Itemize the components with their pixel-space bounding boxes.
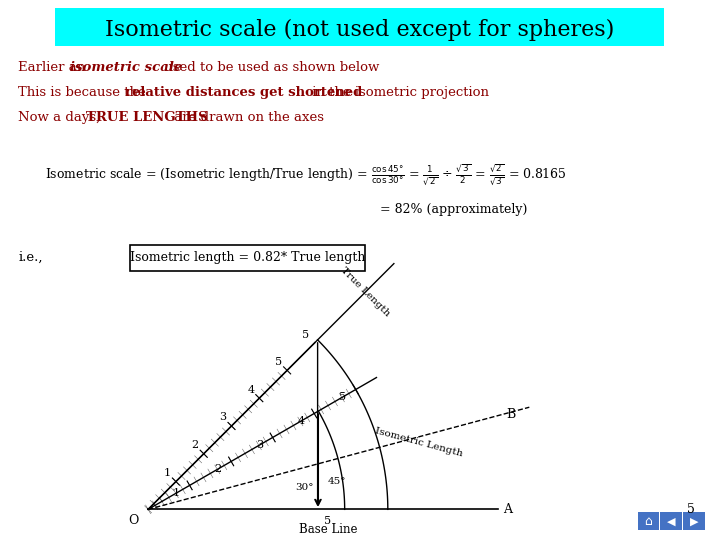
Text: in the isometric projection: in the isometric projection [308, 86, 489, 99]
Text: 4: 4 [297, 416, 305, 426]
Text: ▶: ▶ [690, 516, 698, 526]
Text: 2: 2 [215, 464, 222, 474]
Text: Isometric length = 0.82* True length: Isometric length = 0.82* True length [130, 251, 365, 264]
Text: A: A [503, 503, 512, 516]
Text: = 82% (approximately): = 82% (approximately) [380, 203, 527, 216]
Text: 5: 5 [302, 330, 309, 340]
Text: 2: 2 [192, 440, 199, 450]
Text: This is because the: This is because the [18, 86, 150, 99]
Text: 5: 5 [687, 503, 694, 516]
Text: 30°: 30° [295, 483, 313, 492]
Text: are drawn on the axes: are drawn on the axes [170, 111, 324, 124]
Text: i.e.,: i.e., [18, 251, 42, 264]
Text: 1: 1 [173, 488, 180, 498]
Text: Base Line: Base Line [299, 523, 357, 536]
Text: ◀: ◀ [667, 516, 675, 526]
FancyBboxPatch shape [637, 512, 660, 530]
Text: 5: 5 [339, 392, 346, 402]
FancyBboxPatch shape [660, 512, 683, 530]
FancyBboxPatch shape [130, 245, 365, 271]
Text: Isometric Length: Isometric Length [374, 427, 464, 459]
Text: ⌂: ⌂ [644, 515, 652, 528]
Text: Earlier an: Earlier an [18, 62, 90, 75]
FancyBboxPatch shape [683, 512, 706, 530]
Text: B: B [506, 408, 516, 421]
Text: Isometric scale = (Isometric length/True length) = $\frac{\cos 45°}{\cos 30°}$ =: Isometric scale = (Isometric length/True… [45, 163, 567, 187]
Text: 5: 5 [275, 357, 282, 367]
Text: TRUE LENGTHS: TRUE LENGTHS [86, 111, 208, 124]
Text: isometric scale: isometric scale [71, 62, 182, 75]
Text: 45°: 45° [328, 477, 346, 486]
Text: O: O [127, 515, 138, 528]
Text: 4: 4 [247, 384, 254, 395]
Text: relative distances get shortened: relative distances get shortened [125, 86, 362, 99]
Text: 3: 3 [256, 440, 264, 450]
Text: used to be used as shown below: used to be used as shown below [160, 62, 379, 75]
Text: Isometric scale (not used except for spheres): Isometric scale (not used except for sph… [105, 19, 615, 41]
FancyBboxPatch shape [55, 8, 665, 46]
Text: Now a days,: Now a days, [18, 111, 105, 124]
Text: True Length: True Length [339, 266, 392, 319]
Text: 1: 1 [164, 468, 171, 478]
Text: 5: 5 [324, 516, 331, 526]
Text: 3: 3 [220, 413, 227, 422]
